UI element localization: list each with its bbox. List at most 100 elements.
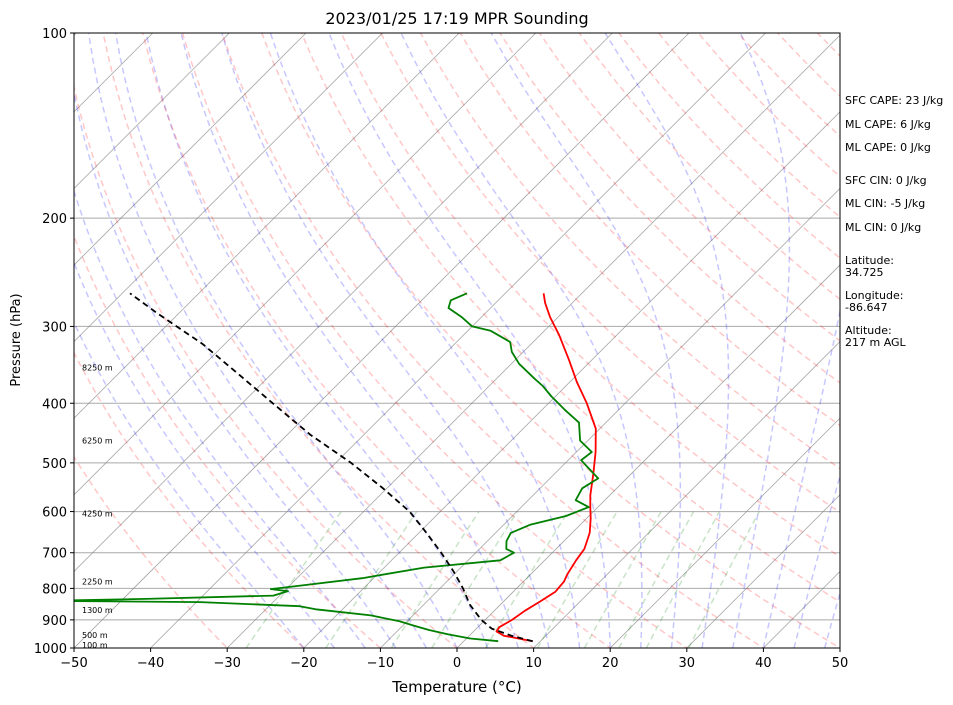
x-tick-label: 50 (832, 656, 849, 671)
moist-adiabats (74, 33, 840, 648)
moist-adiabat-line (400, 33, 643, 648)
isotherm-line (74, 33, 460, 419)
x-axis-label: Temperature (°C) (391, 678, 521, 696)
dry-adiabat-line (142, 33, 612, 648)
parcel-profile (129, 292, 533, 643)
isotherm-line (74, 33, 613, 572)
y-tick-label: 500 (42, 457, 67, 472)
plot-area (74, 33, 840, 648)
isotherm-line (456, 264, 840, 648)
dry-adiabat-line (74, 455, 229, 648)
sounding-index-text: ML CAPE: 6 J/kg (845, 118, 931, 131)
dry-adiabat-line (74, 83, 459, 648)
x-tick-label: 0 (453, 656, 461, 671)
height-label: 1300 m (82, 606, 113, 615)
moist-adiabat-line (145, 33, 489, 648)
y-tick-label: 200 (42, 212, 67, 227)
height-label: 8250 m (82, 364, 113, 373)
moist-adiabat-line (328, 33, 611, 648)
y-tick-label: 400 (42, 397, 67, 412)
chart-title: 2023/01/25 17:19 MPR Sounding (325, 9, 588, 28)
isotherm-line (379, 187, 840, 648)
isotherm-line (609, 417, 840, 648)
isotherm-line (686, 494, 840, 648)
dry-adiabat-line (419, 33, 840, 470)
isotherm-line (303, 111, 840, 648)
x-tick-label: 10 (525, 656, 542, 671)
x-tick-label: 20 (602, 656, 619, 671)
moist-adiabat-line (74, 260, 336, 648)
isotherm-line (533, 341, 840, 648)
x-axis-ticks: −50 −40 −30 −20 −10 0 10 20 30 40 50 (60, 648, 848, 671)
dry-adiabat-line (74, 351, 305, 648)
moist-adiabat-line (221, 33, 550, 648)
y-tick-label: 700 (42, 547, 67, 562)
moist-adiabat-line (793, 473, 840, 648)
x-tick-label: −40 (137, 656, 164, 671)
isotherm-line (74, 33, 307, 266)
moist-adiabat-line (490, 33, 682, 648)
dewpoint-profile (74, 292, 600, 643)
mixing-ratio-line (688, 511, 760, 648)
dry-adiabat-line (340, 33, 840, 558)
x-tick-label: −30 (213, 656, 240, 671)
mixing-ratio-line (645, 511, 721, 648)
mixing-ratio-line (245, 511, 342, 648)
y-tick-label: 600 (42, 506, 67, 521)
moist-adiabat-line (732, 33, 791, 648)
mixing-ratio-line (325, 511, 418, 648)
mixing-ratio-line (390, 511, 480, 648)
y-tick-label: 1000 (34, 642, 67, 657)
x-tick-label: 40 (755, 656, 772, 671)
sounding-index-text: SFC CIN: 0 J/kg (845, 174, 927, 187)
dry-adiabat-line (181, 33, 689, 648)
sounding-index-text: Latitude: 34.725 (845, 254, 894, 279)
mixing-ratio-line (484, 511, 569, 648)
dry-adiabat-line (459, 33, 840, 427)
dry-adiabat-line (578, 33, 840, 301)
moist-adiabat-line (762, 307, 840, 648)
mixing-ratio-line (536, 511, 618, 648)
y-tick-label: 900 (42, 614, 67, 629)
moist-adiabat-line (269, 33, 581, 648)
dry-adiabat-line (74, 234, 382, 648)
y-axis-ticks: 1000 900 800 700 600 500 400 300 200 100 (34, 27, 74, 657)
moist-adiabat-line (180, 33, 520, 648)
sounding-index-text: ML CIN: -5 J/kg (845, 197, 926, 210)
mixing-ratio-line (583, 511, 662, 648)
y-tick-label: 800 (42, 582, 67, 597)
moist-adiabat-line (604, 33, 730, 648)
isotherm-line (226, 34, 840, 648)
moist-adiabat-line (87, 33, 428, 648)
x-tick-label: −20 (290, 656, 317, 671)
mixing-ratio-line (618, 511, 695, 648)
height-label: 4250 m (82, 509, 113, 518)
isotherm-line (150, 33, 766, 648)
dry-adiabats (74, 33, 840, 648)
y-axis-label: Pressure (hPa) (9, 293, 24, 386)
pressure-gridlines (74, 33, 840, 648)
height-label: 2250 m (82, 578, 113, 587)
plot-frame (73, 32, 841, 649)
height-label: 500 m (82, 631, 108, 640)
moist-adiabat-line (823, 590, 840, 648)
mixing-ratio-lines (245, 511, 760, 648)
isotherm-line (74, 33, 230, 189)
moist-adiabat-line (74, 89, 397, 648)
dry-adiabat-line (221, 33, 765, 648)
temperature-profile (495, 293, 597, 643)
dry-adiabat-line (380, 33, 840, 514)
moist-adiabat-line (114, 33, 458, 648)
moist-adiabat-line (74, 188, 366, 648)
mixing-ratio-line (431, 511, 518, 648)
dry-adiabat-line (261, 33, 840, 648)
dry-adiabat-line (300, 33, 840, 603)
y-tick-label: 300 (42, 320, 67, 335)
sounding-index-text: ML CAPE: 0 J/kg (845, 141, 931, 154)
sounding-index-text: Longitude: -86.647 (845, 289, 904, 314)
sounding-index-text: SFC CAPE: 23 J/kg (845, 94, 944, 107)
isotherm-line (74, 33, 537, 496)
y-tick-label: 100 (42, 27, 67, 42)
